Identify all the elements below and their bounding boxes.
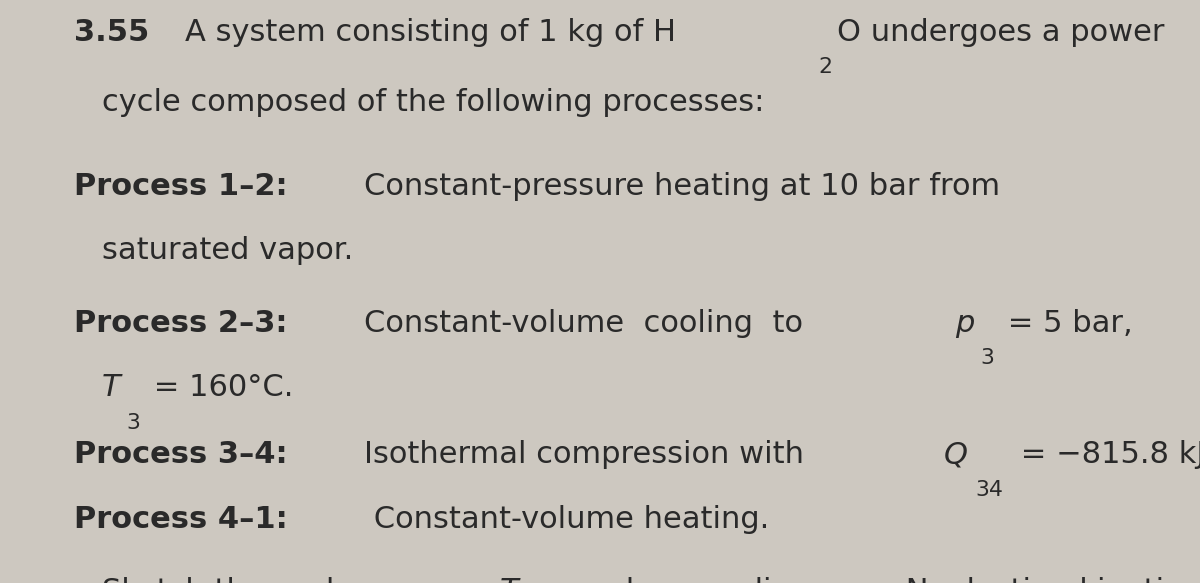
Text: = −815.8 kJ.: = −815.8 kJ. <box>1012 441 1200 469</box>
Text: T–v: T–v <box>500 578 552 583</box>
Text: cycle composed of the following processes:: cycle composed of the following processe… <box>102 88 764 117</box>
Text: 3.55: 3.55 <box>74 18 161 47</box>
Text: = 5 bar,: = 5 bar, <box>998 310 1133 338</box>
Text: 3: 3 <box>980 349 994 368</box>
Text: Process 2–3:: Process 2–3: <box>74 310 299 338</box>
Text: p–v: p–v <box>666 578 719 583</box>
Text: Sketch the cycle on: Sketch the cycle on <box>102 578 410 583</box>
Text: Constant-pressure heating at 10 bar from: Constant-pressure heating at 10 bar from <box>364 173 1000 201</box>
Text: T: T <box>102 374 121 402</box>
Text: p: p <box>955 310 974 338</box>
Text: Q: Q <box>944 441 968 469</box>
Text: 2: 2 <box>818 57 833 77</box>
Text: O undergoes a power: O undergoes a power <box>836 18 1164 47</box>
Text: 34: 34 <box>976 480 1003 500</box>
Text: 3: 3 <box>126 413 140 433</box>
Text: = 160°C.: = 160°C. <box>144 374 293 402</box>
Text: A system consisting of 1 kg of H: A system consisting of 1 kg of H <box>185 18 677 47</box>
Text: Constant-volume  cooling  to: Constant-volume cooling to <box>364 310 822 338</box>
Text: Process 1–2:: Process 1–2: <box>74 173 299 201</box>
Text: Process 3–4:: Process 3–4: <box>74 441 299 469</box>
Text: Isothermal compression with: Isothermal compression with <box>364 441 814 469</box>
Text: Constant-volume heating.: Constant-volume heating. <box>364 505 769 533</box>
Text: diagrams. Neglecting kinetic: diagrams. Neglecting kinetic <box>734 578 1181 583</box>
Text: saturated vapor.: saturated vapor. <box>102 237 353 265</box>
Text: Process 4–1:: Process 4–1: <box>74 505 299 533</box>
Text: and: and <box>568 578 644 583</box>
